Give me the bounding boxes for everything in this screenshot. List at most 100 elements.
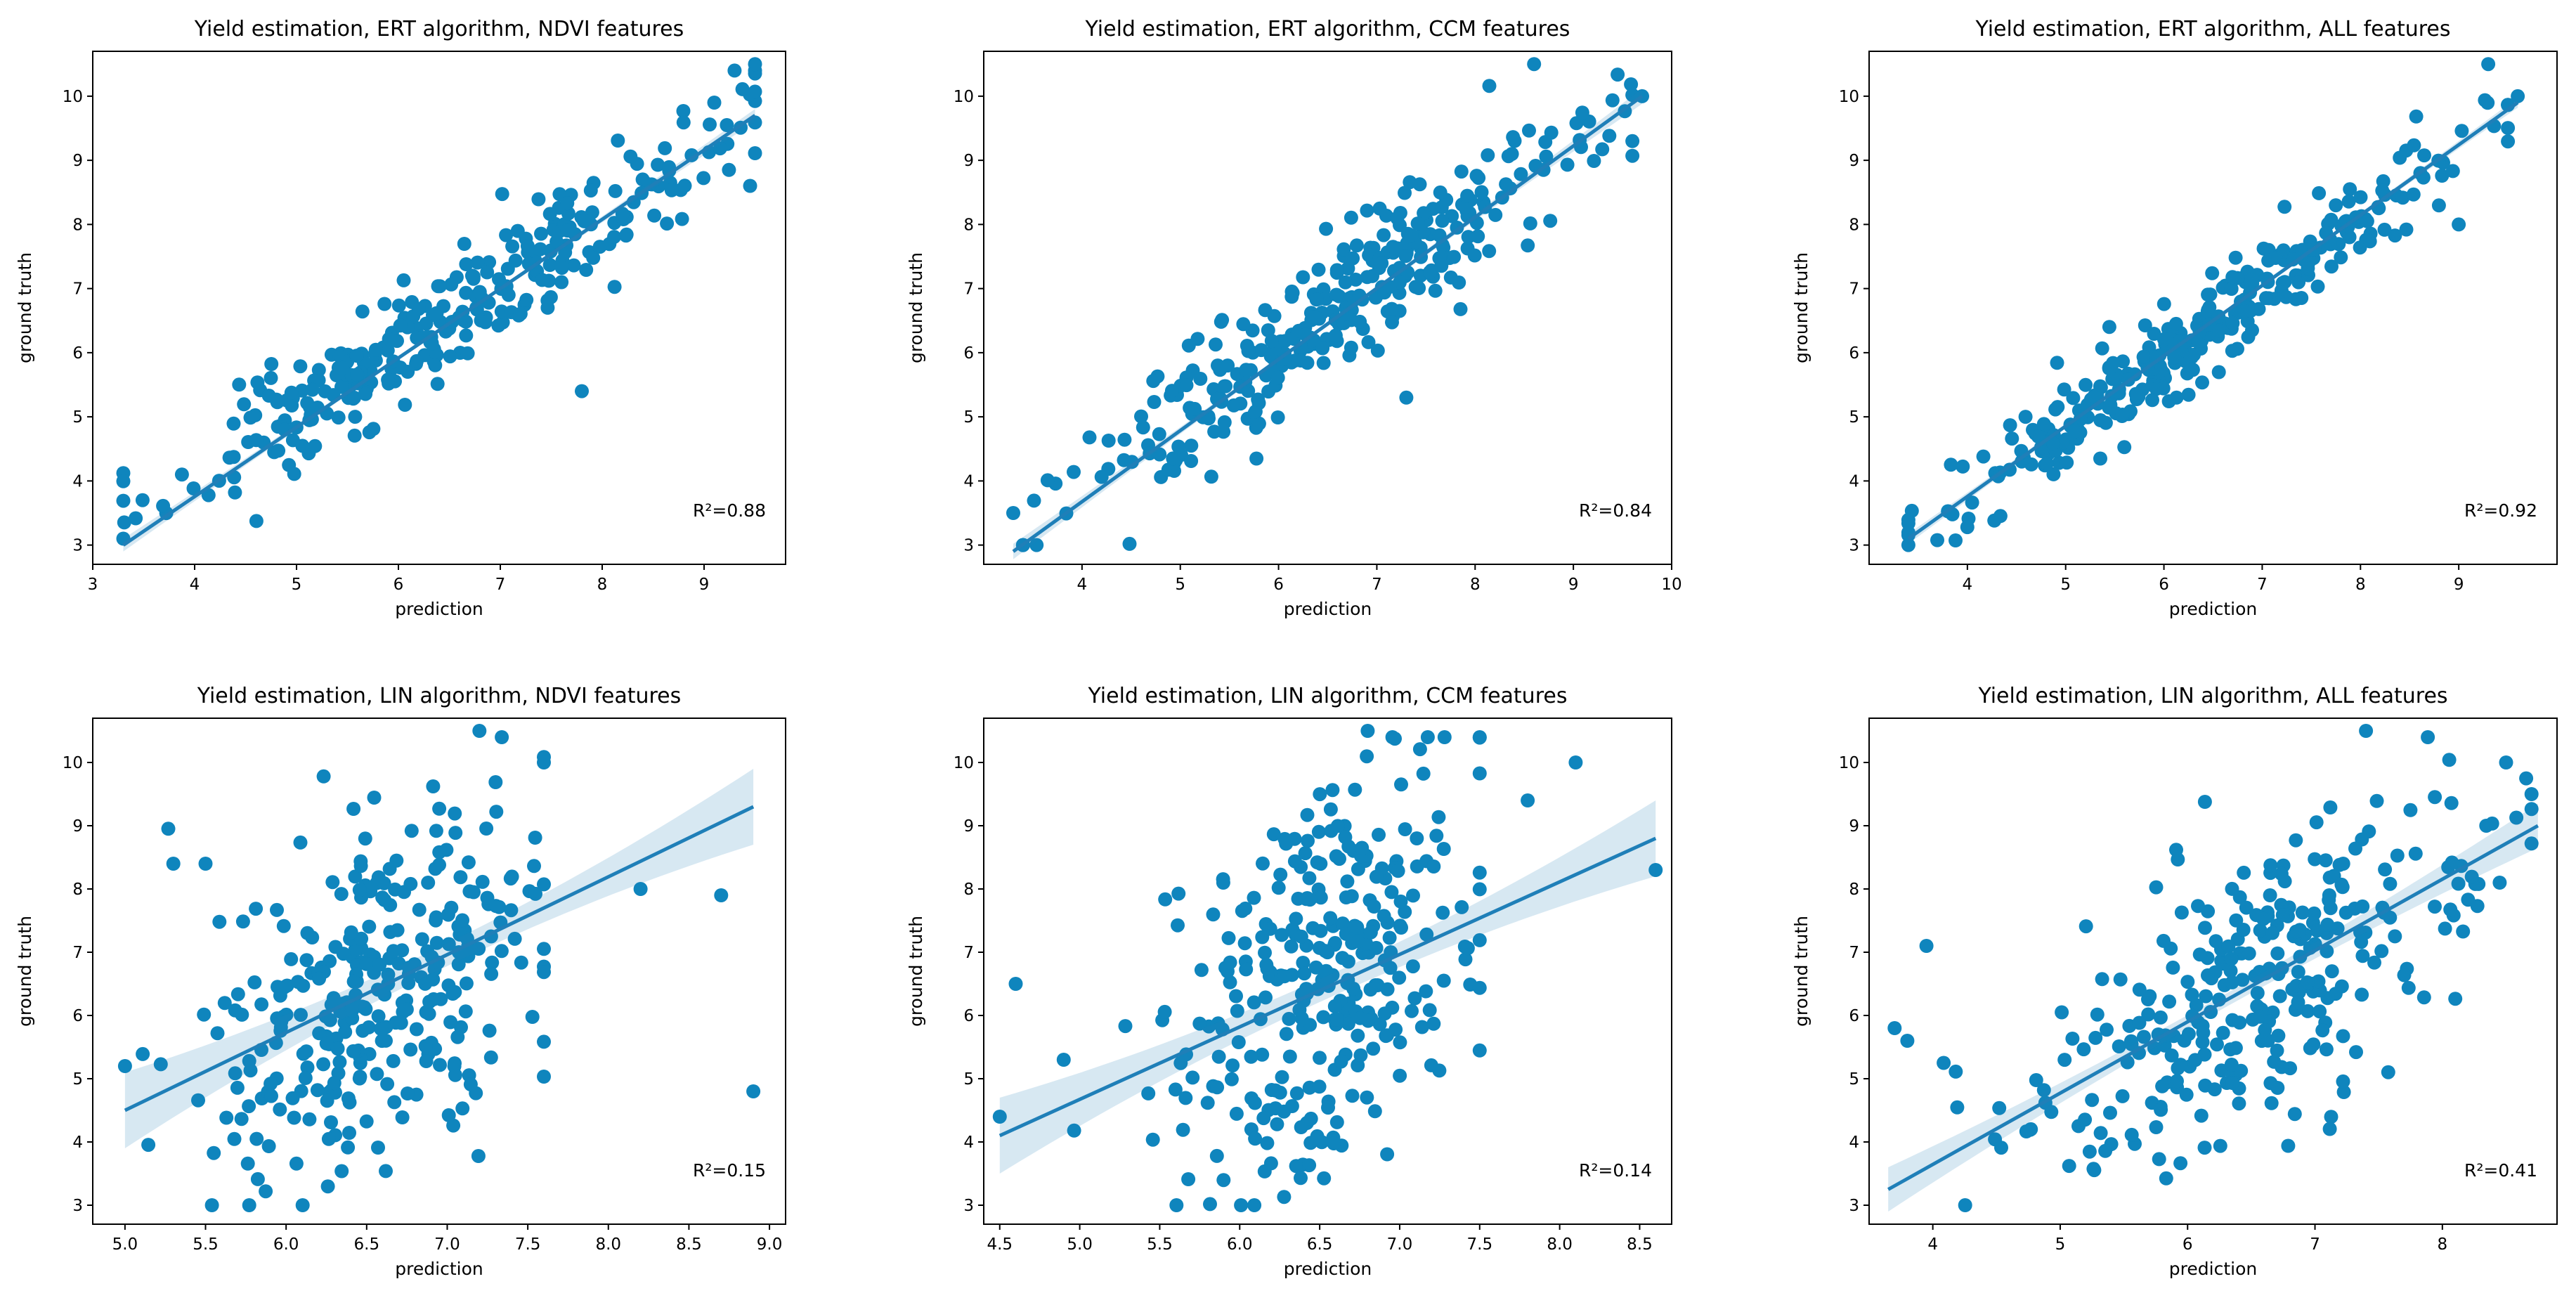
data-point: [270, 902, 284, 917]
data-point: [411, 301, 426, 316]
data-point: [1277, 969, 1292, 984]
data-point: [348, 942, 363, 956]
data-point: [1385, 315, 1399, 330]
data-point: [2095, 341, 2109, 356]
plot-frame: [92, 51, 786, 565]
data-point: [2470, 899, 2485, 914]
data-point: [2232, 1096, 2246, 1111]
data-point: [1366, 1041, 1381, 1056]
y-tick-label: 3: [72, 537, 83, 555]
data-point: [207, 1145, 221, 1160]
data-point: [2161, 394, 2176, 408]
data-point: [2228, 1041, 2243, 1056]
data-point: [2444, 796, 2459, 810]
data-point: [1611, 67, 1625, 82]
data-point: [1374, 256, 1389, 271]
data-point: [346, 802, 361, 816]
data-point: [583, 183, 598, 198]
data-point: [1300, 356, 1315, 370]
y-tick-label: 7: [72, 280, 83, 299]
regression-line: [1907, 100, 2519, 540]
y-axis-label: ground truth: [15, 916, 35, 1027]
data-point: [2112, 1039, 2126, 1053]
data-point: [2194, 1108, 2209, 1123]
y-tick-label: 4: [963, 1134, 974, 1152]
data-point: [1423, 265, 1437, 280]
data-point: [261, 1139, 276, 1153]
data-point: [197, 1007, 212, 1022]
x-tick-label: 7.5: [515, 1235, 541, 1254]
data-point: [2265, 926, 2279, 940]
data-point: [1360, 1090, 1374, 1105]
data-point: [1173, 1056, 1188, 1070]
data-point: [1587, 154, 1601, 168]
y-tick-label: 5: [1849, 1070, 1859, 1089]
data-point: [1482, 244, 1497, 259]
data-point: [2253, 923, 2268, 937]
data-point: [2232, 890, 2247, 904]
data-point: [707, 96, 722, 110]
data-point: [2039, 456, 2054, 471]
data-point: [2308, 852, 2322, 866]
y-tick-label: 8: [72, 881, 83, 899]
data-point: [2306, 1037, 2321, 1052]
data-point: [2155, 1079, 2170, 1093]
plot-frame: [983, 718, 1672, 1225]
data-point: [348, 869, 363, 884]
data-point: [2210, 1037, 2224, 1052]
data-point: [2289, 292, 2303, 306]
data-point: [2149, 382, 2164, 396]
data-point: [372, 957, 387, 972]
data-point: [217, 996, 232, 1011]
data-point: [2225, 344, 2239, 358]
data-point: [714, 888, 729, 902]
data-point: [1202, 411, 1216, 426]
data-point: [270, 395, 285, 410]
data-point: [2018, 410, 2033, 424]
data-point: [2196, 1025, 2211, 1040]
data-point: [1312, 1079, 1327, 1094]
y-tick-label: 10: [1839, 754, 1859, 772]
data-point: [1382, 930, 1397, 945]
data-point: [2212, 323, 2226, 338]
data-point: [1481, 148, 1495, 162]
data-point: [1292, 1003, 1307, 1017]
data-point: [1204, 469, 1218, 484]
data-point: [204, 1198, 219, 1212]
data-point: [2066, 391, 2081, 405]
data-point: [472, 724, 487, 738]
data-point: [1447, 249, 1462, 264]
data-point: [399, 1002, 414, 1017]
data-point: [2443, 902, 2458, 917]
data-point: [2287, 1107, 2302, 1122]
data-point: [429, 913, 443, 928]
data-point: [222, 450, 237, 465]
data-point: [426, 972, 441, 987]
data-point: [1569, 116, 1584, 131]
data-point: [433, 279, 447, 294]
data-point: [2524, 836, 2539, 851]
data-point: [1313, 923, 1328, 938]
y-axis-label: ground truth: [15, 252, 35, 363]
data-point: [2319, 1042, 2334, 1057]
data-point: [2173, 1156, 2188, 1171]
data-point: [2451, 876, 2466, 891]
data-point: [1247, 1198, 1262, 1212]
data-point: [1377, 909, 1391, 923]
data-point: [2362, 234, 2377, 249]
y-tick-label: 7: [963, 944, 974, 962]
data-point: [461, 855, 476, 870]
data-point: [1184, 439, 1199, 453]
data-point: [371, 1009, 386, 1024]
data-point: [1386, 240, 1400, 254]
data-point: [1521, 238, 1535, 253]
data-point: [249, 514, 264, 528]
data-point: [2153, 1010, 2168, 1025]
data-point: [354, 931, 369, 946]
data-point: [1316, 356, 1331, 370]
data-point: [285, 398, 299, 413]
data-point: [1238, 901, 1253, 916]
y-tick-label: 5: [963, 1070, 974, 1089]
y-tick-label: 6: [963, 344, 974, 363]
